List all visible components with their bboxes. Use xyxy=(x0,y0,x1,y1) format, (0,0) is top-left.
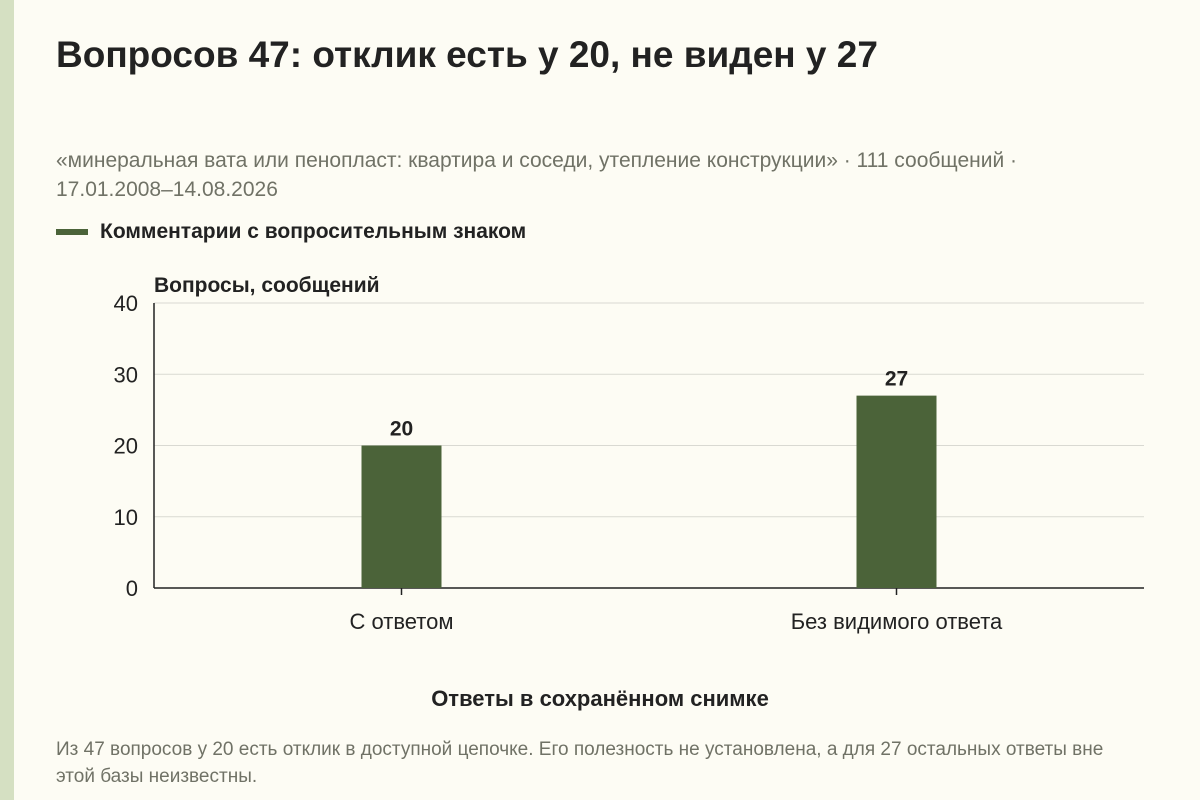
y-tick-label: 10 xyxy=(114,505,138,530)
x-tick-label: Без видимого ответа xyxy=(791,609,1003,634)
left-accent-bar xyxy=(0,0,14,800)
y-axis-title: Вопросы, сообщений xyxy=(154,274,380,297)
bar-chart: 0 10 20 30 40 Вопросы, сообщений С ответом 20 Бе… xyxy=(114,274,1144,634)
y-tick-label: 30 xyxy=(114,362,138,387)
legend-label: Комментарии с вопросительным знаком xyxy=(100,220,527,243)
data-label: 20 xyxy=(390,418,413,441)
y-tick-label: 20 xyxy=(114,434,138,459)
chart-subtitle: «минеральная вата или пенопласт: квартир… xyxy=(56,149,1018,201)
chart-title: Вопросов 47: отклик есть у 20, не виден … xyxy=(56,34,878,75)
data-label: 27 xyxy=(885,368,908,391)
footnote: Из 47 вопросов у 20 есть отклик в доступ… xyxy=(56,739,1104,787)
x-tick-label: С ответом xyxy=(350,609,454,634)
x-axis-label: Ответы в сохранённом снимке xyxy=(431,686,769,711)
y-tick-label: 40 xyxy=(114,291,138,316)
legend: Комментарии с вопросительным знаком xyxy=(56,218,526,246)
bar xyxy=(361,445,442,588)
legend-swatch xyxy=(56,229,88,235)
bar xyxy=(856,395,937,588)
y-tick-label: 0 xyxy=(126,576,138,601)
